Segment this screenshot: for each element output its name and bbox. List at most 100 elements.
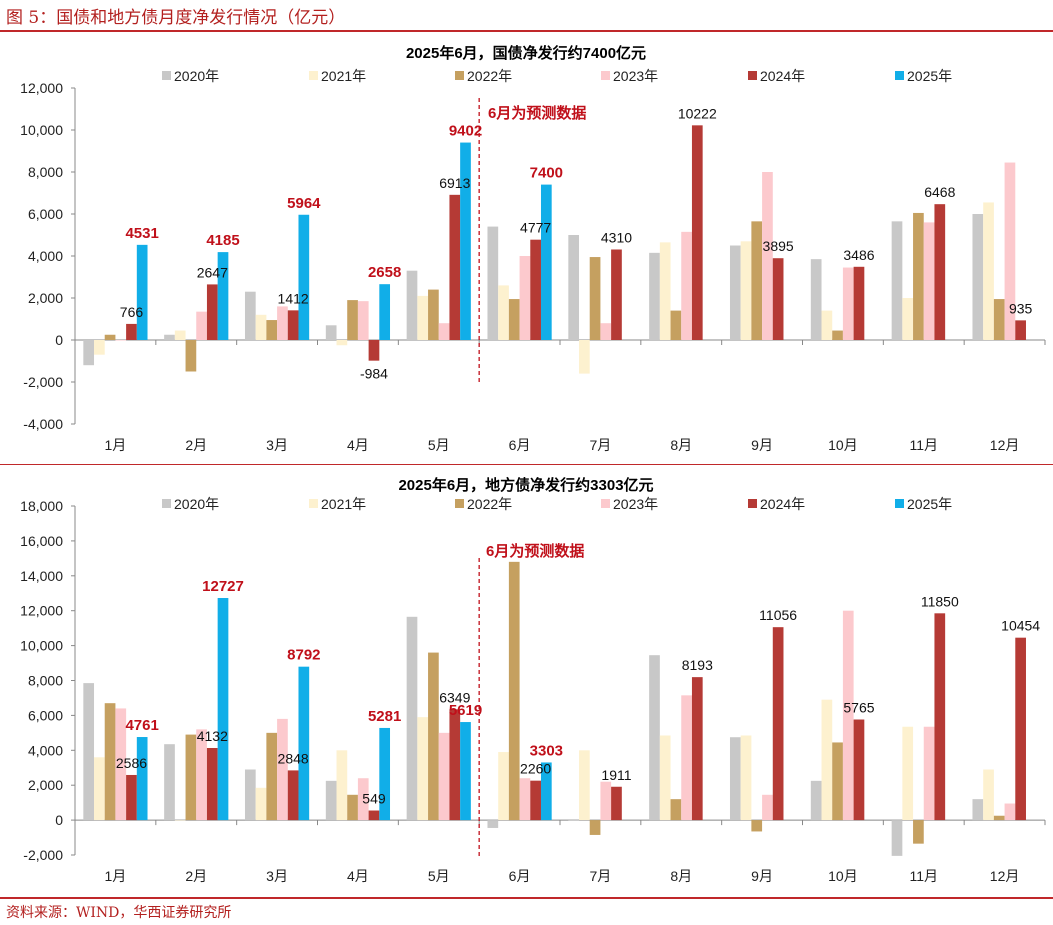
x-tick-label: 3月 <box>266 868 288 884</box>
x-tick-label: 1月 <box>105 437 127 453</box>
bar <box>972 799 984 821</box>
legend-swatch <box>455 71 464 80</box>
legend-label: 2025年 <box>907 496 952 512</box>
y-tick-label: 16,000 <box>20 533 63 549</box>
bar <box>923 222 935 340</box>
bar <box>519 256 531 340</box>
data-label: 1412 <box>278 290 309 306</box>
data-label: 6913 <box>439 175 470 191</box>
y-tick-label: -2,000 <box>23 374 63 390</box>
data-label: 5964 <box>287 195 321 212</box>
bar <box>762 172 773 340</box>
bar <box>810 780 822 821</box>
forecast-annotation: 6月为预测数据 <box>488 104 586 122</box>
bar <box>196 729 207 821</box>
bar <box>347 300 358 340</box>
y-tick-label: 2,000 <box>28 777 63 793</box>
bar <box>891 820 903 856</box>
local-bond-chart: 2025年6月，地方债净发行约3303亿元 2020年 2021年 2022年 2023… <box>20 476 1046 884</box>
bar <box>589 257 601 340</box>
bar <box>460 142 471 340</box>
bar <box>206 284 218 340</box>
bar <box>681 695 692 821</box>
bar <box>487 820 499 828</box>
legend-swatch <box>601 499 610 508</box>
x-tick-label: 1月 <box>105 868 127 884</box>
bar <box>530 239 541 340</box>
bar <box>751 221 763 340</box>
y-tick-label: 8,000 <box>28 164 63 180</box>
bar <box>649 252 660 340</box>
bar <box>277 306 288 340</box>
bar <box>498 752 509 821</box>
data-label: 10454 <box>1001 618 1040 634</box>
data-label: 7400 <box>530 165 563 182</box>
bar <box>1015 320 1026 340</box>
bar <box>772 627 784 821</box>
y-tick-label: 14,000 <box>20 568 63 584</box>
x-tick-label: 11月 <box>909 868 938 884</box>
bar <box>196 311 207 340</box>
bar <box>762 794 773 821</box>
y-tick-label: 6,000 <box>28 206 63 222</box>
data-label: 8792 <box>287 647 320 664</box>
data-label: 3895 <box>763 238 794 254</box>
legend-label: 2023年 <box>613 68 658 84</box>
bar <box>691 125 703 340</box>
bar <box>336 340 348 346</box>
data-label: 10222 <box>678 105 717 121</box>
bar <box>449 194 461 340</box>
bar <box>136 737 148 821</box>
bar <box>589 820 601 835</box>
bar <box>530 780 541 821</box>
x-tick-label: 3月 <box>266 437 288 453</box>
bar <box>691 677 703 821</box>
x-tick-label: 4月 <box>347 437 369 453</box>
data-label: 2647 <box>197 264 228 280</box>
bar <box>993 299 1005 340</box>
bar <box>336 750 348 821</box>
bar <box>406 270 418 340</box>
legend-swatch <box>895 499 904 508</box>
data-label: 4185 <box>206 232 239 249</box>
legend-label: 2025年 <box>907 68 952 84</box>
bar <box>853 266 865 340</box>
y-tick-label: -4,000 <box>23 416 63 432</box>
chart-title: 2025年6月，地方债净发行约3303亿元 <box>398 476 653 494</box>
y-tick-label: 8,000 <box>28 673 63 689</box>
bar <box>891 221 903 340</box>
x-tick-label: 6月 <box>509 868 531 884</box>
bar <box>347 794 358 821</box>
bar <box>540 762 552 821</box>
x-tick-label: 7月 <box>590 437 612 453</box>
bar <box>670 310 682 340</box>
x-tick-label: 6月 <box>509 437 531 453</box>
bar <box>832 742 843 821</box>
legend-label: 2023年 <box>613 496 658 512</box>
bar <box>934 204 946 340</box>
bar <box>164 334 175 340</box>
data-label: 5765 <box>843 700 874 716</box>
bar <box>104 334 116 340</box>
y-tick-label: 2,000 <box>28 290 63 306</box>
bar <box>600 781 612 821</box>
bar <box>681 231 692 340</box>
treasury-bond-chart: 2025年6月，国债净发行约7400亿元 2020年 2021年 2022年 2023年… <box>20 44 1046 453</box>
bar <box>255 314 267 340</box>
x-tick-label: 8月 <box>670 868 692 884</box>
legend-label: 2024年 <box>760 496 805 512</box>
source-note: 资料来源：WIND，华西证券研究所 <box>6 905 232 921</box>
data-label: 4310 <box>601 229 632 245</box>
x-tick-label: 8月 <box>670 437 692 453</box>
bar <box>428 652 439 821</box>
bar <box>104 703 116 821</box>
data-label: 11850 <box>921 593 959 609</box>
bar <box>174 820 186 821</box>
bar <box>126 774 137 821</box>
x-tick-label: 7月 <box>590 868 612 884</box>
x-tick-label: 11月 <box>909 437 938 453</box>
bar <box>649 655 660 821</box>
legend-swatch <box>895 71 904 80</box>
bar <box>983 769 994 821</box>
data-label: -984 <box>360 366 388 382</box>
